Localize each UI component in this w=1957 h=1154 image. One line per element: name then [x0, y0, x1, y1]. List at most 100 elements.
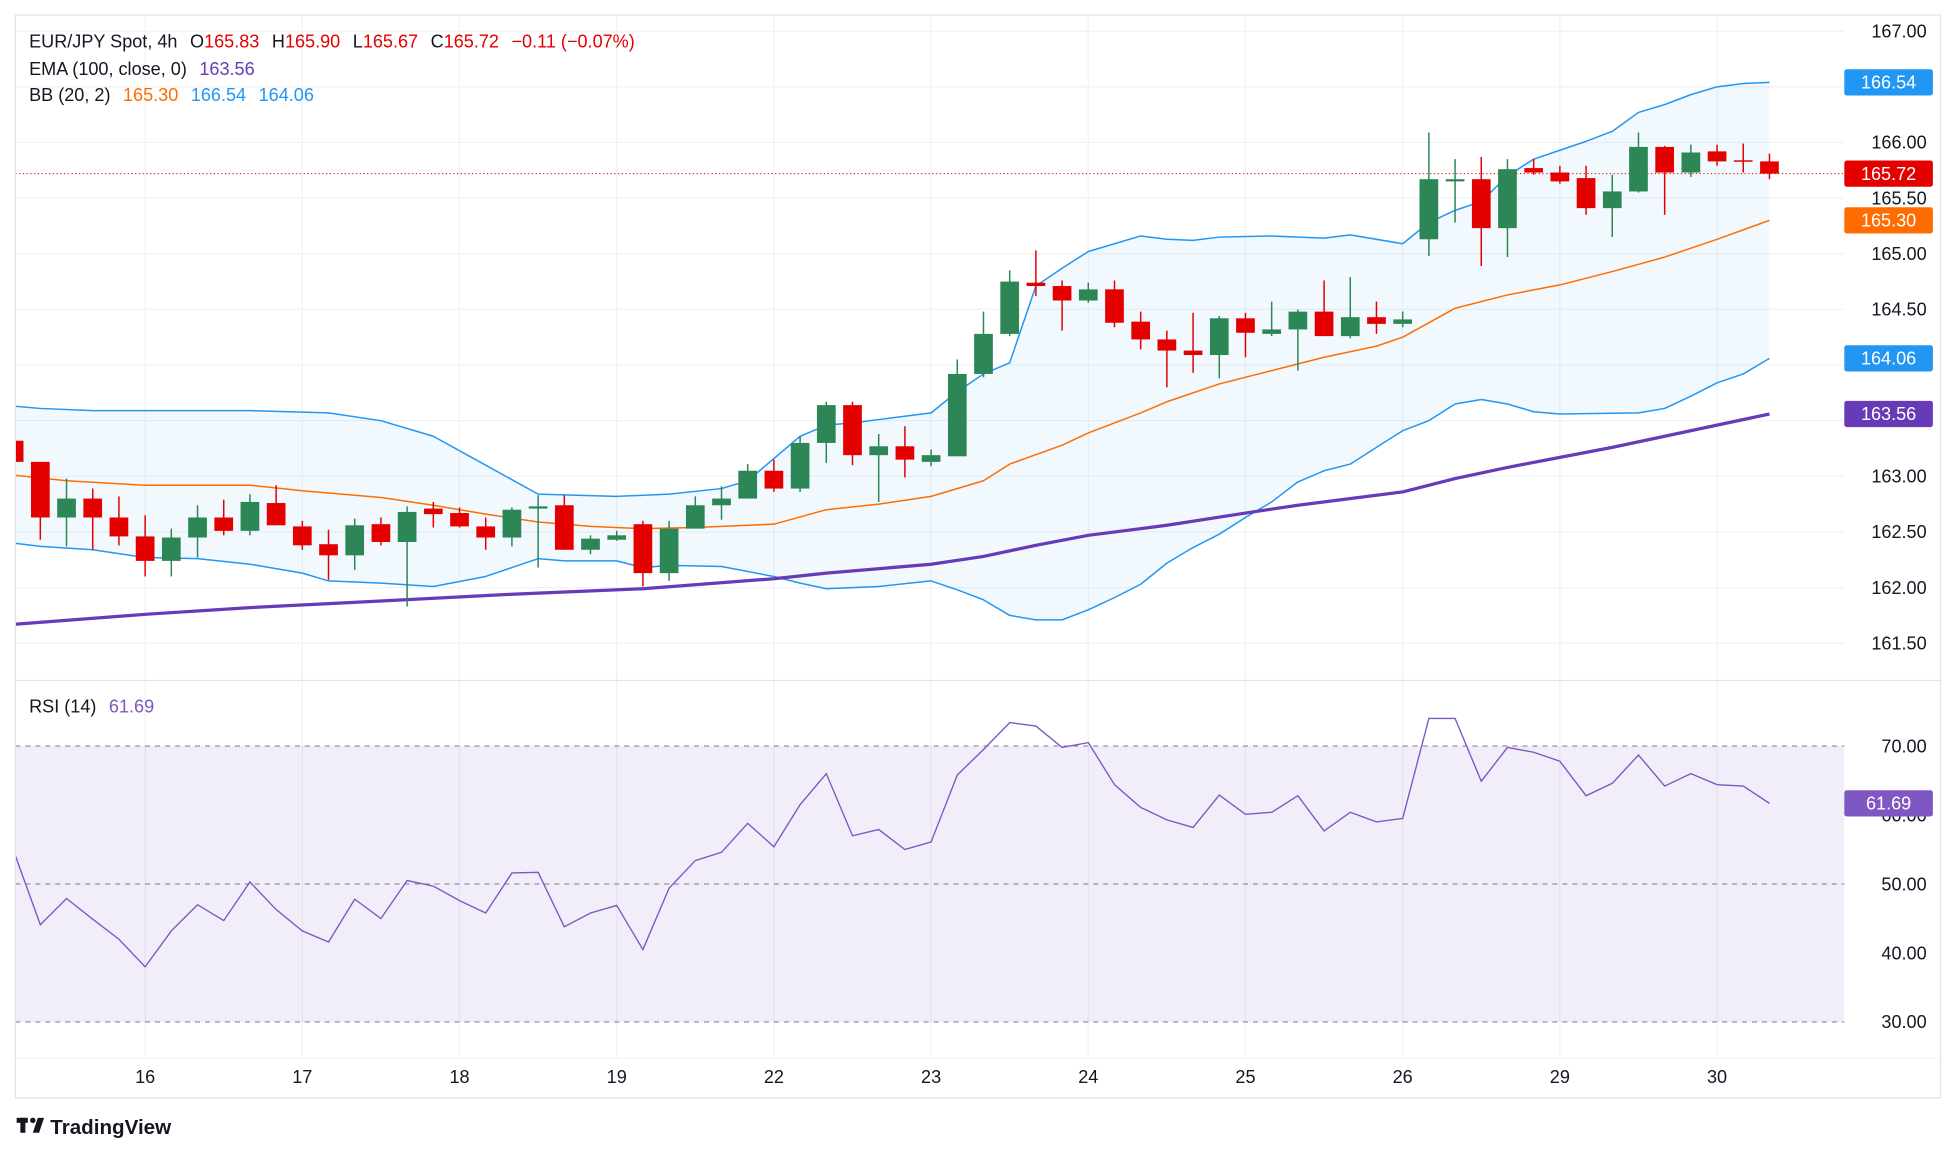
- candle[interactable]: [1655, 145, 1675, 215]
- candle[interactable]: [83, 488, 103, 550]
- candle[interactable]: [1262, 301, 1282, 337]
- candle-body: [1419, 179, 1439, 240]
- candle[interactable]: [1760, 153, 1779, 180]
- candle[interactable]: [1471, 156, 1491, 266]
- candle[interactable]: [1498, 159, 1517, 258]
- candle[interactable]: [1681, 144, 1701, 177]
- candle-body: [240, 501, 260, 531]
- tradingview-logo-icon: [16, 1117, 45, 1133]
- candle[interactable]: [1131, 311, 1151, 350]
- candle[interactable]: [1707, 144, 1727, 166]
- candle[interactable]: [1524, 159, 1544, 175]
- candle[interactable]: [581, 535, 600, 555]
- candle[interactable]: [921, 449, 941, 467]
- candle[interactable]: [607, 530, 627, 541]
- tradingview-logo[interactable]: TradingView: [16, 1116, 173, 1139]
- candle[interactable]: [1209, 316, 1229, 379]
- candle[interactable]: [135, 515, 155, 577]
- candle[interactable]: [476, 517, 496, 550]
- candle-body: [1052, 286, 1072, 301]
- candle[interactable]: [947, 359, 967, 457]
- candle-body: [1629, 146, 1648, 192]
- symbol-legend[interactable]: EUR/JPY Spot, 4h O165.83 H165.90 L165.67…: [29, 31, 635, 51]
- candle[interactable]: [30, 461, 50, 540]
- candle[interactable]: [1367, 301, 1386, 334]
- candle[interactable]: [1236, 312, 1255, 358]
- price-pane[interactable]: [5, 81, 1845, 626]
- rsi-axis-label: 30.00: [1881, 1012, 1926, 1032]
- candle-body: [188, 517, 207, 538]
- candle[interactable]: [319, 529, 338, 580]
- candle[interactable]: [450, 507, 469, 528]
- candle[interactable]: [1419, 132, 1439, 256]
- rsi-band-fill: [15, 746, 1845, 1023]
- candle-body: [1471, 179, 1491, 229]
- candle[interactable]: [869, 434, 889, 502]
- candle[interactable]: [423, 501, 443, 528]
- candle-body: [266, 503, 286, 526]
- candle[interactable]: [188, 505, 207, 558]
- candle-body: [214, 517, 234, 531]
- time-axis-label: 24: [1078, 1067, 1098, 1087]
- candle[interactable]: [1288, 309, 1308, 371]
- candle[interactable]: [161, 528, 181, 577]
- candle-body: [1393, 319, 1413, 324]
- candle[interactable]: [214, 499, 234, 536]
- candle[interactable]: [528, 495, 548, 568]
- candle[interactable]: [843, 401, 862, 466]
- candle[interactable]: [895, 426, 915, 478]
- candle-body: [292, 526, 312, 546]
- rsi-legend[interactable]: RSI (14) 61.69: [29, 696, 154, 716]
- candle[interactable]: [1340, 277, 1360, 339]
- candle[interactable]: [1314, 280, 1334, 337]
- candle-body: [764, 470, 784, 489]
- candle[interactable]: [1105, 280, 1124, 328]
- candle[interactable]: [712, 486, 731, 520]
- candle[interactable]: [266, 485, 286, 526]
- candle[interactable]: [397, 506, 417, 607]
- candle[interactable]: [816, 401, 836, 463]
- candle[interactable]: [57, 478, 76, 547]
- candle[interactable]: [1629, 132, 1648, 193]
- candle[interactable]: [5, 437, 24, 465]
- candle[interactable]: [633, 520, 653, 587]
- candle[interactable]: [1052, 280, 1072, 331]
- candle[interactable]: [554, 495, 574, 550]
- candle[interactable]: [345, 518, 365, 570]
- candle[interactable]: [790, 436, 810, 492]
- candle[interactable]: [1445, 159, 1465, 223]
- low-label: L: [353, 31, 363, 51]
- candle[interactable]: [764, 459, 784, 492]
- badge-rsi-bg: [1844, 790, 1933, 817]
- candle[interactable]: [1733, 143, 1753, 173]
- candle[interactable]: [1157, 330, 1177, 388]
- candle[interactable]: [1576, 165, 1596, 215]
- candle[interactable]: [1078, 282, 1098, 303]
- candle[interactable]: [371, 517, 391, 546]
- rsi-pane[interactable]: [14, 717, 1770, 968]
- candle[interactable]: [685, 496, 705, 529]
- candle[interactable]: [1026, 250, 1046, 297]
- time-axis-label: 22: [764, 1067, 784, 1087]
- badge-ema: 163.56: [1861, 404, 1916, 424]
- rsi-value: 61.69: [109, 696, 154, 716]
- candle[interactable]: [502, 507, 522, 547]
- bb-upper-value: 166.54: [191, 85, 246, 105]
- candle[interactable]: [738, 464, 758, 499]
- candle[interactable]: [240, 494, 260, 536]
- candle[interactable]: [659, 520, 679, 581]
- candle[interactable]: [292, 520, 312, 550]
- bb-legend[interactable]: BB (20, 2) 165.30 166.54 164.06: [29, 85, 314, 105]
- badge-ema-bg: [1844, 400, 1933, 428]
- candle[interactable]: [1183, 312, 1203, 373]
- candle-body: [57, 498, 76, 518]
- candle[interactable]: [1393, 311, 1413, 328]
- candle[interactable]: [1550, 165, 1570, 184]
- ema-legend[interactable]: EMA (100, close, 0) 163.56: [29, 59, 255, 79]
- candle-body: [1550, 172, 1570, 182]
- candle[interactable]: [109, 496, 129, 546]
- candle[interactable]: [974, 311, 993, 378]
- candle[interactable]: [1000, 270, 1020, 337]
- candle[interactable]: [1602, 174, 1622, 238]
